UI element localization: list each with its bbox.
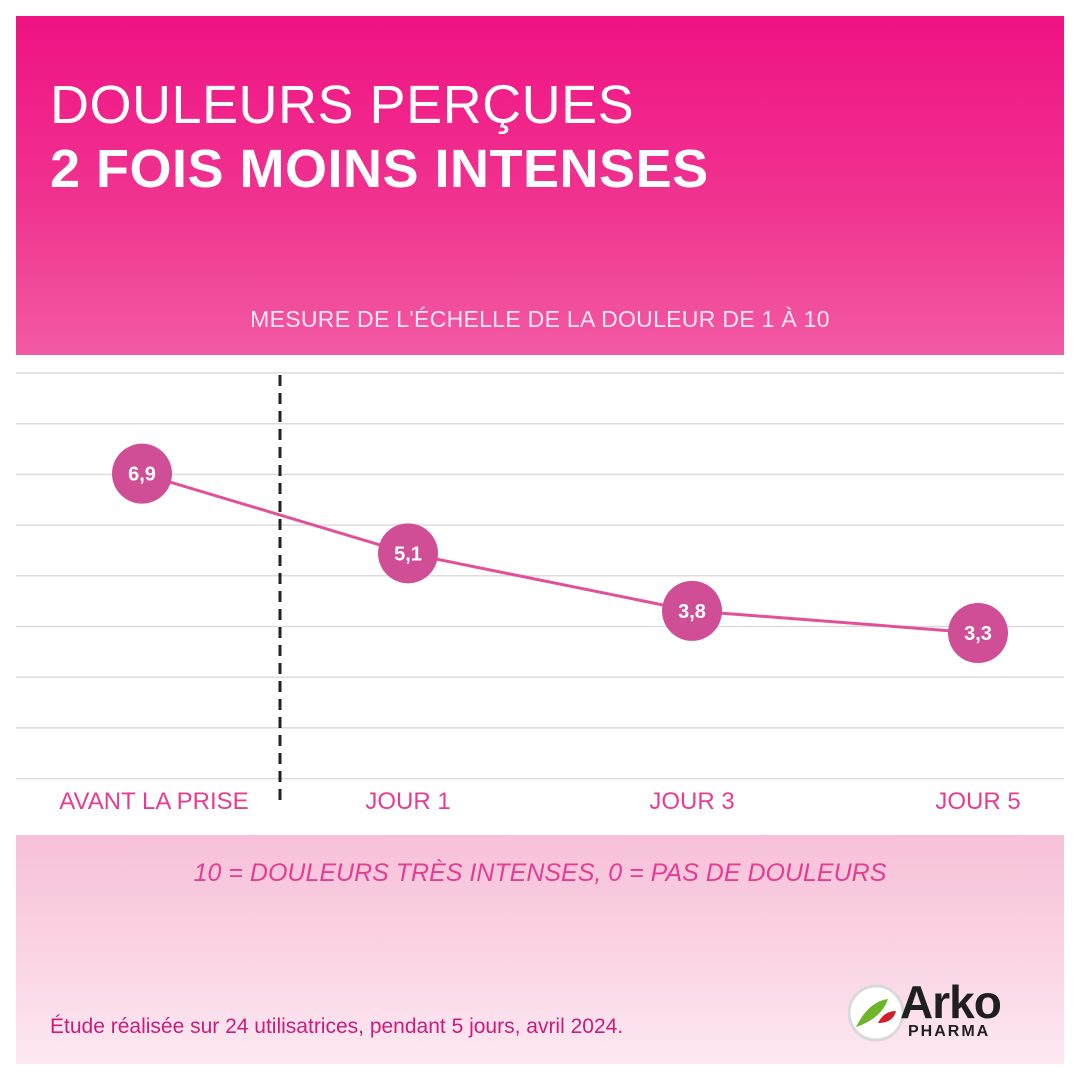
arkopharma-logo: Arko PHARMA [848, 976, 1038, 1051]
data-point-marker [948, 602, 1008, 663]
footer-panel: 10 = DOULEURS TRÈS INTENSES, 0 = PAS DE … [16, 835, 1064, 1064]
grid-lines [16, 372, 1064, 780]
data-point-marker [662, 580, 722, 641]
chart-caption: MESURE DE L'ÉCHELLE DE LA DOULEUR DE 1 À… [250, 306, 830, 332]
study-note: Étude réalisée sur 24 utilisatrices, pen… [50, 1015, 624, 1038]
data-point-label: 3,3 [964, 623, 992, 645]
chart-area: 6,9 5,1 3,8 3,3 AVANT LA PRISE JOUR 1 JOUR 3 J… [16, 355, 1064, 835]
data-point-marker [378, 523, 438, 584]
header-banner: DOULEURS PERÇUES 2 FOIS MOINS INTENSES M… [16, 16, 1064, 355]
logo-subtitle: PHARMA [908, 1023, 991, 1040]
data-point-label: 5,1 [394, 543, 422, 565]
x-tick-label: JOUR 5 [935, 788, 1020, 815]
arkopharma-leaf-logo-icon [848, 984, 905, 1042]
markers-layer: 6,9 5,1 3,8 3,3 [112, 443, 1008, 663]
data-point-label: 3,8 [678, 601, 706, 623]
x-tick-label: JOUR 3 [649, 788, 734, 815]
line-chart: 6,9 5,1 3,8 3,3 AVANT LA PRISE JOUR 1 JOUR 3 J… [16, 372, 1064, 815]
data-point-label: 6,9 [128, 464, 156, 486]
infographic-card: DOULEURS PERÇUES 2 FOIS MOINS INTENSES M… [16, 16, 1064, 1064]
series-line [141, 472, 979, 635]
series-line-layer [141, 472, 979, 635]
x-tick-label: AVANT LA PRISE [59, 788, 248, 815]
data-point-marker [112, 443, 172, 504]
x-tick-labels: AVANT LA PRISE JOUR 1 JOUR 3 JOUR 5 [59, 788, 1020, 815]
title-line-2: 2 FOIS MOINS INTENSES [50, 139, 709, 199]
x-tick-label: JOUR 1 [365, 788, 450, 815]
scale-legend-note: 10 = DOULEURS TRÈS INTENSES, 0 = PAS DE … [193, 859, 887, 887]
title-line-1: DOULEURS PERÇUES [50, 75, 635, 135]
logo-wordmark: Arko [900, 976, 1002, 1028]
